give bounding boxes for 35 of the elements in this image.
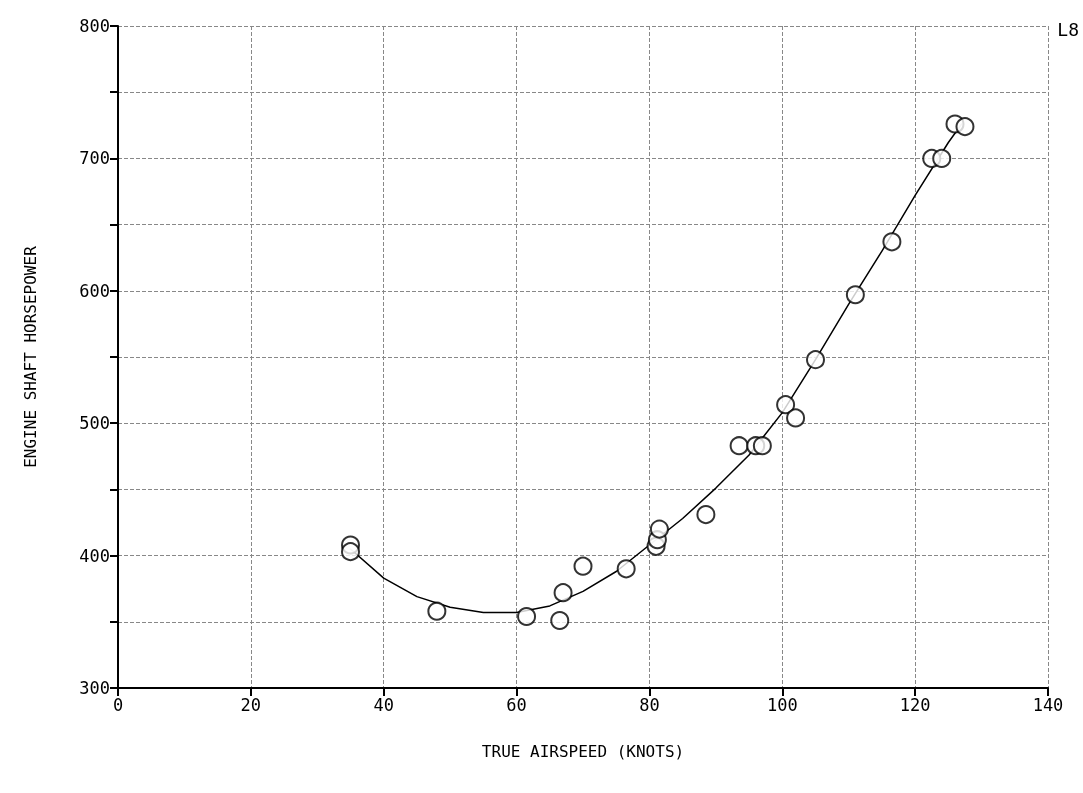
point <box>649 519 669 539</box>
point <box>806 350 825 370</box>
point <box>932 148 952 168</box>
y-tick-label: 700 <box>79 148 110 169</box>
x-tick-label: 60 <box>506 694 527 715</box>
x-axis-title: TRUE AIRSPEED (KNOTS) <box>481 741 685 761</box>
point <box>776 395 796 415</box>
point <box>550 610 570 630</box>
x-tick-label: 100 <box>766 694 798 715</box>
y-tick-label: 600 <box>79 280 110 301</box>
point <box>573 556 593 576</box>
point <box>341 542 360 562</box>
x-tick-label: 40 <box>373 694 394 715</box>
point <box>696 505 716 525</box>
y-tick-label: 800 <box>79 16 110 36</box>
x-tick-label: 120 <box>899 694 931 715</box>
y-tick-label: 300 <box>79 678 110 698</box>
y-tick-label: 400 <box>79 545 110 566</box>
point <box>517 607 537 626</box>
x-tick-label: 140 <box>1032 694 1064 715</box>
point <box>427 601 447 621</box>
x-tick-label: 80 <box>639 694 660 715</box>
y-axis-title: ENGINE SHAFT HORSEPOWER <box>20 245 40 468</box>
point <box>616 559 636 579</box>
point <box>845 285 865 305</box>
point <box>882 232 902 252</box>
point <box>786 408 806 428</box>
point <box>752 436 772 456</box>
x-tick-label: 20 <box>240 694 262 715</box>
text: L8 <box>1057 18 1080 40</box>
point <box>955 117 975 137</box>
point <box>553 583 573 603</box>
point <box>729 436 749 456</box>
x-tick-label: 0 <box>112 694 124 715</box>
y-tick-label: 500 <box>79 413 110 434</box>
